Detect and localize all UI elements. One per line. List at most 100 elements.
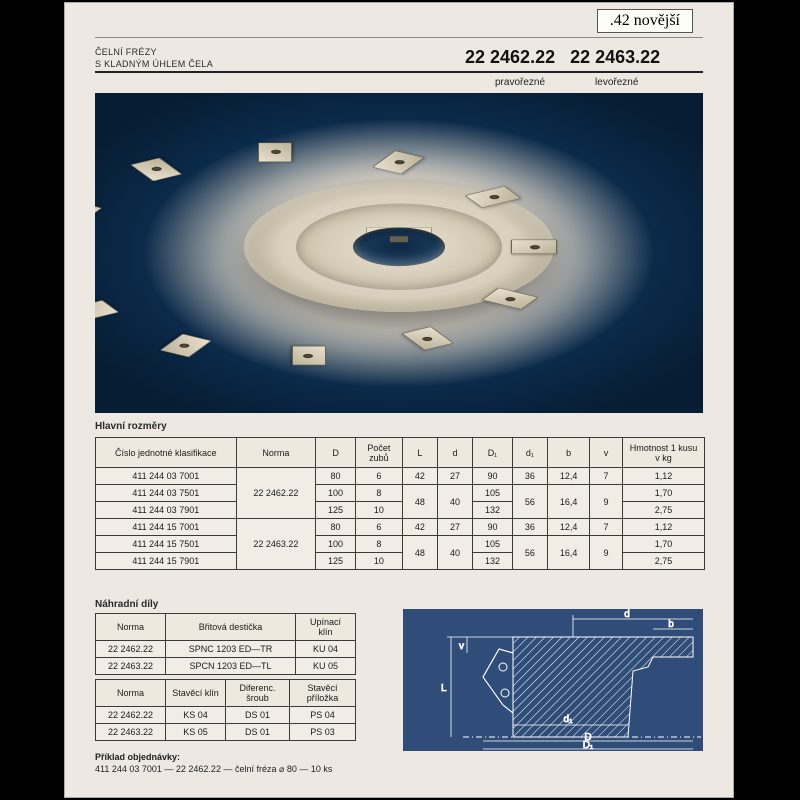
col-header: b	[548, 438, 590, 468]
cell: 411 244 15 7501	[96, 536, 237, 553]
order-example: Příklad objednávky: 411 244 03 7001 — 22…	[95, 751, 332, 775]
cell: 10	[355, 502, 402, 519]
page-tag: .42 novější	[597, 9, 693, 33]
cell: 42	[402, 468, 437, 485]
title-line2: S KLADNÝM ÚHLEM ČELA	[95, 59, 213, 71]
table-row: 22 2462.22KS 04DS 01PS 04	[96, 707, 356, 724]
cell: 22 2463.22	[96, 724, 166, 741]
cell: 56	[512, 536, 547, 570]
dim-d1: d₁	[564, 714, 574, 725]
sub-2: levořezné	[595, 77, 638, 88]
cell: 125	[316, 553, 356, 570]
cell: 100	[316, 536, 356, 553]
cell: KS 04	[166, 707, 226, 724]
col-header: Břitová destička	[166, 614, 296, 641]
cell: 80	[316, 519, 356, 536]
code-sublabels: pravořezné levořezné	[495, 77, 638, 88]
cell: PS 04	[290, 707, 356, 724]
dim-d: d	[624, 609, 630, 620]
cell: 411 244 03 7501	[96, 485, 237, 502]
col-header: Stavěcí klín	[166, 680, 226, 707]
catalog-page: .42 novější ČELNÍ FRÉZY S KLADNÝM ÚHLEM …	[64, 2, 734, 798]
col-header: Stavěcí příložka	[290, 680, 356, 707]
col-header: D	[316, 438, 356, 468]
cell: 411 244 03 7901	[96, 502, 237, 519]
cell: 8	[355, 536, 402, 553]
col-header: v	[590, 438, 623, 468]
cell: KU 04	[296, 641, 356, 658]
cell: 411 244 15 7901	[96, 553, 237, 570]
dim-L: L	[441, 683, 447, 694]
cell: 132	[473, 553, 513, 570]
cell: SPNC 1203 ED—TR	[166, 641, 296, 658]
cell: 1,70	[622, 536, 704, 553]
col-header: Počet zubů	[355, 438, 402, 468]
cell: 56	[512, 485, 547, 519]
cell: 6	[355, 468, 402, 485]
cell: 1,12	[622, 519, 704, 536]
spare-parts-table-1: NormaBřitová destičkaUpínací klín 22 246…	[95, 613, 356, 675]
cell: DS 01	[226, 724, 290, 741]
cell: 411 244 15 7001	[96, 519, 237, 536]
col-header: d	[437, 438, 472, 468]
product-photo: MADE IN CZECHOSLOVAKIA	[95, 93, 703, 413]
col-header: Číslo jednotné klasifikace	[96, 438, 237, 468]
col-header: Hmotnost 1 kusu v kg	[622, 438, 704, 468]
sub-1: pravořezné	[495, 77, 545, 88]
col-header: Upínací klín	[296, 614, 356, 641]
code-1: 22 2462.22	[465, 47, 555, 67]
cell: 40	[437, 485, 472, 519]
cell: 10	[355, 553, 402, 570]
cell: 7	[590, 468, 623, 485]
spare-parts-table-2: NormaStavěcí klínDiferenc. šroubStavěcí …	[95, 679, 356, 741]
cell: 105	[473, 536, 513, 553]
table-row: 22 2463.22SPCN 1203 ED—TLKU 05	[96, 658, 356, 675]
cell: 9	[590, 536, 623, 570]
cell: 7	[590, 519, 623, 536]
cell: 22 2462.22	[96, 641, 166, 658]
technical-diagram: d b v L d₁ D D₁	[403, 609, 703, 751]
cell: 27	[437, 468, 472, 485]
cell: 125	[316, 502, 356, 519]
cell: 1,70	[622, 485, 704, 502]
cell: 40	[437, 536, 472, 570]
cell: 90	[473, 468, 513, 485]
product-title: ČELNÍ FRÉZY S KLADNÝM ÚHLEM ČELA	[95, 47, 213, 70]
table-row: 411 244 03 7501100848401055616,491,70	[96, 485, 705, 502]
table-row: 411 244 03 700122 2462.228064227903612,4…	[96, 468, 705, 485]
cell: 132	[473, 502, 513, 519]
col-header: Norma	[96, 614, 166, 641]
cell: 16,4	[548, 485, 590, 519]
cell: 27	[437, 519, 472, 536]
cell: 16,4	[548, 536, 590, 570]
col-header: Norma	[96, 680, 166, 707]
table-row: 411 244 15 7501100848401055616,491,70	[96, 536, 705, 553]
milling-cutter-icon: MADE IN CZECHOSLOVAKIA	[244, 182, 554, 312]
cell: 12,4	[548, 468, 590, 485]
table-row: 22 2463.22KS 05DS 01PS 03	[96, 724, 356, 741]
cell: 48	[402, 536, 437, 570]
cell: DS 01	[226, 707, 290, 724]
col-header: L	[402, 438, 437, 468]
cell: 6	[355, 519, 402, 536]
cell: PS 03	[290, 724, 356, 741]
cell: 22 2462.22	[236, 468, 316, 519]
cell: 8	[355, 485, 402, 502]
section-main-dims: Hlavní rozměry	[95, 421, 167, 432]
cell: 12,4	[548, 519, 590, 536]
col-header: D₁	[473, 438, 513, 468]
dim-v: v	[459, 641, 464, 652]
cell: 22 2463.22	[96, 658, 166, 675]
col-header: Norma	[236, 438, 316, 468]
cell: 22 2462.22	[96, 707, 166, 724]
title-line1: ČELNÍ FRÉZY	[95, 47, 213, 59]
main-dimensions-table: Číslo jednotné klasifikaceNormaDPočet zu…	[95, 437, 705, 570]
dim-b: b	[668, 619, 674, 630]
cell: 105	[473, 485, 513, 502]
example-label: Příklad objednávky:	[95, 751, 332, 763]
col-header: Diferenc. šroub	[226, 680, 290, 707]
code-2: 22 2463.22	[570, 47, 660, 67]
cell: 36	[512, 468, 547, 485]
section-spare-parts: Náhradní díly	[95, 599, 158, 610]
cell: KU 05	[296, 658, 356, 675]
